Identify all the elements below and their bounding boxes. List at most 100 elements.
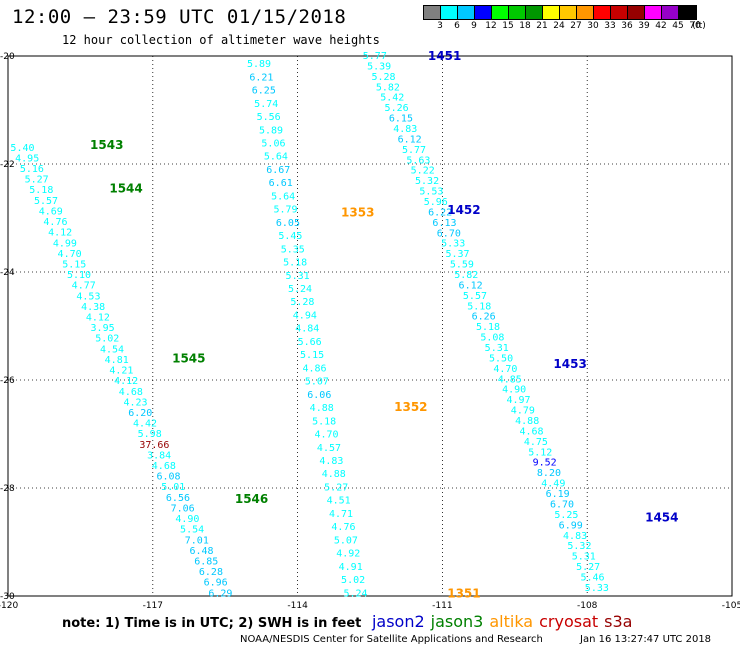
swh-value: 5.96 <box>424 197 448 208</box>
swh-value: 6.26 <box>472 312 496 323</box>
swh-value: 6.29 <box>208 588 232 599</box>
colorbar-swatch <box>577 6 594 19</box>
swh-value: 5.64 <box>271 191 295 202</box>
swh-value: 6.12 <box>459 280 483 291</box>
colorbar-swatch <box>560 6 577 19</box>
colorbar-tick: 42 <box>655 21 667 31</box>
swh-value: 4.49 <box>541 479 565 490</box>
swh-value: 5.74 <box>254 99 278 110</box>
swh-value: 4.70 <box>315 430 339 441</box>
swh-value: 5.02 <box>95 334 119 345</box>
colorbar-tick: 36 <box>621 21 633 31</box>
swh-value: 5.16 <box>20 164 44 175</box>
swh-value: 5.32 <box>415 176 439 187</box>
colorbar-tick: 12 <box>485 21 497 31</box>
page-title: 12:00 — 23:59 UTC 01/15/2018 <box>12 6 347 28</box>
colorbar-tick: 21 <box>536 21 548 31</box>
x-tick-label: -114 <box>287 601 308 611</box>
swh-value: 4.85 <box>498 374 522 385</box>
y-tick-label: -20 <box>0 52 15 62</box>
colorbar-tick: 39 <box>638 21 650 31</box>
swh-value: 6.70 <box>437 228 461 239</box>
y-tick-label: -22 <box>0 160 15 170</box>
swh-value: 5.89 <box>247 59 271 70</box>
swh-value: 3.95 <box>91 323 115 334</box>
swh-value: 4.95 <box>15 153 39 164</box>
swh-value: 5.89 <box>259 125 283 136</box>
orbit-label: 1546 <box>235 492 268 506</box>
swh-value: 4.92 <box>336 549 360 560</box>
colorbar-tick: (ft) <box>692 21 706 31</box>
swh-value: 4.53 <box>76 291 100 302</box>
swh-value: 5.18 <box>312 416 336 427</box>
swh-value: 5.18 <box>283 258 307 269</box>
swh-value: 4.71 <box>329 509 353 520</box>
credit-timestamp: Jan 16 13:27:47 UTC 2018 <box>580 634 712 645</box>
swh-value: 4.83 <box>319 456 343 467</box>
swh-value: 5.08 <box>480 333 504 344</box>
swh-value: 4.51 <box>327 496 351 507</box>
swh-value: 5.07 <box>334 535 358 546</box>
colorbar-tick: 70 <box>689 21 701 31</box>
swh-value: 6.25 <box>252 86 276 97</box>
swh-value: 4.70 <box>58 249 82 260</box>
swh-value: 4.81 <box>105 355 129 366</box>
swh-value: 5.12 <box>528 447 552 458</box>
swh-value: 4.86 <box>302 363 326 374</box>
x-tick-label: -108 <box>577 601 598 611</box>
swh-value: 7.06 <box>171 503 195 514</box>
swh-value: 4.42 <box>133 419 157 430</box>
swh-value: 5.56 <box>257 112 281 123</box>
swh-value: 4.77 <box>72 281 96 292</box>
x-tick-label: -117 <box>143 601 163 611</box>
swh-value: 5.22 <box>411 166 435 177</box>
swh-value: 4.79 <box>511 406 535 417</box>
map-frame <box>7 55 733 597</box>
colorbar-tick: 18 <box>519 21 531 31</box>
swh-value: 6.61 <box>269 178 293 189</box>
footnote: note: 1) Time is in UTC; 2) SWH is in fe… <box>62 612 632 631</box>
swh-value: 5.26 <box>385 103 409 114</box>
orbit-label: 1545 <box>172 351 205 365</box>
swh-value: 5.42 <box>380 93 404 104</box>
swh-value: 5.27 <box>25 175 49 186</box>
swh-value: 6.85 <box>194 556 218 567</box>
orbit-label: 1352 <box>394 400 427 414</box>
colorbar-swatch <box>475 6 492 19</box>
swh-value: 5.15 <box>300 350 324 361</box>
colorbar-swatch <box>679 6 696 19</box>
y-tick-label: -26 <box>0 376 15 386</box>
orbit-label: 1543 <box>90 138 123 152</box>
satellite-jason2: jason2 <box>371 612 425 631</box>
swh-value: 5.33 <box>441 239 465 250</box>
swh-value: 4.90 <box>175 514 199 525</box>
swh-value: 6.48 <box>189 546 213 557</box>
colorbar-swatch <box>492 6 509 19</box>
colorbar-swatch <box>509 6 526 19</box>
swh-value: 5.31 <box>485 343 509 354</box>
colorbar-swatch <box>424 6 441 19</box>
swh-value: 5.15 <box>62 259 86 270</box>
orbit-label: 1451 <box>428 49 461 63</box>
footnote-note: note: 1) Time is in UTC; 2) SWH is in fe… <box>62 616 362 631</box>
colorbar-swatch <box>611 6 628 19</box>
swh-value: 6.22 <box>428 207 452 218</box>
swh-value: 4.70 <box>493 364 517 375</box>
colorbar-tick: 3 <box>437 21 443 31</box>
swh-value: 4.57 <box>317 443 341 454</box>
swh-value: 4.69 <box>39 206 63 217</box>
swh-value: 5.18 <box>29 185 53 196</box>
swh-value: 9.52 <box>533 458 557 469</box>
swh-value: 4.99 <box>53 238 77 249</box>
swh-value: 4.12 <box>114 376 138 387</box>
swh-value: 5.37 <box>445 249 469 260</box>
wave-height-colorbar <box>423 5 697 20</box>
swh-value: 5.27 <box>324 482 348 493</box>
swh-value: 6.20 <box>128 408 152 419</box>
colorbar-tick-labels: 3 6 9 12 15 18 21 24 27 30 33 36 39 42 45 70 (ft) <box>423 21 733 33</box>
x-tick-label: -111 <box>432 601 452 611</box>
swh-value: 5.35 <box>281 244 305 255</box>
credit-org: NOAA/NESDIS Center for Satellite Applica… <box>240 634 543 645</box>
orbit-label: 1453 <box>553 357 586 371</box>
swh-value: 4.23 <box>124 397 148 408</box>
